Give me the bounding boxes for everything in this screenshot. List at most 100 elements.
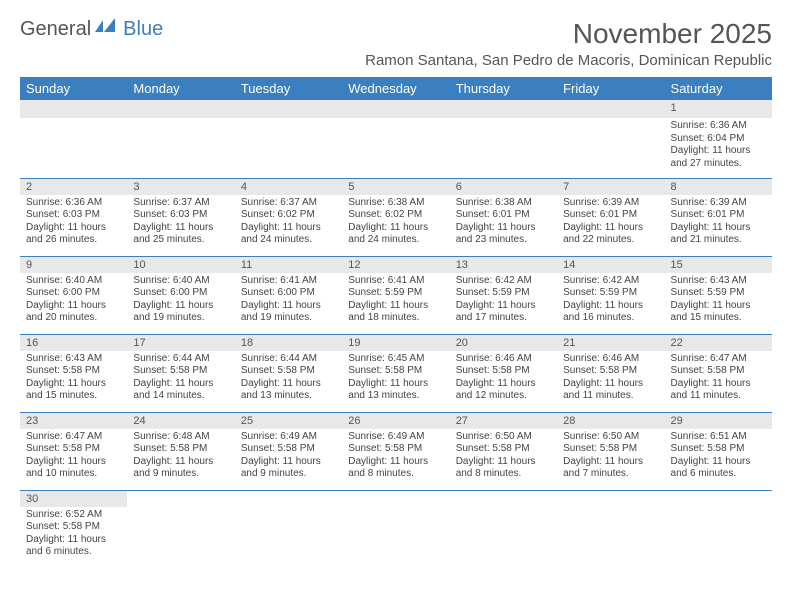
daylight-text: Daylight: 11 hours and 17 minutes.	[456, 300, 551, 325]
cell-body: Sunrise: 6:46 AMSunset: 5:58 PMDaylight:…	[557, 351, 664, 407]
daylight-text: Daylight: 11 hours and 15 minutes.	[671, 300, 766, 325]
sunrise-text: Sunrise: 6:43 AM	[671, 275, 766, 288]
calendar-cell: 6Sunrise: 6:38 AMSunset: 6:01 PMDaylight…	[450, 178, 557, 256]
day-number: 13	[450, 257, 557, 273]
sunset-text: Sunset: 5:58 PM	[456, 365, 551, 378]
daylight-text: Daylight: 11 hours and 24 minutes.	[348, 222, 443, 247]
calendar-cell	[557, 490, 664, 568]
daylight-text: Daylight: 11 hours and 11 minutes.	[671, 378, 766, 403]
calendar-cell: 21Sunrise: 6:46 AMSunset: 5:58 PMDayligh…	[557, 334, 664, 412]
day-header-row: Sunday Monday Tuesday Wednesday Thursday…	[20, 77, 772, 100]
cell-body	[557, 495, 664, 501]
day-number	[450, 100, 557, 118]
sunset-text: Sunset: 5:58 PM	[26, 365, 121, 378]
daylight-text: Daylight: 11 hours and 6 minutes.	[26, 534, 121, 559]
cell-body: Sunrise: 6:42 AMSunset: 5:59 PMDaylight:…	[557, 273, 664, 329]
sunset-text: Sunset: 6:04 PM	[671, 133, 766, 146]
daylight-text: Daylight: 11 hours and 18 minutes.	[348, 300, 443, 325]
day-number: 29	[665, 413, 772, 429]
calendar-cell: 8Sunrise: 6:39 AMSunset: 6:01 PMDaylight…	[665, 178, 772, 256]
day-header: Friday	[557, 77, 664, 100]
calendar-cell: 18Sunrise: 6:44 AMSunset: 5:58 PMDayligh…	[235, 334, 342, 412]
cell-body: Sunrise: 6:45 AMSunset: 5:58 PMDaylight:…	[342, 351, 449, 407]
cell-body	[665, 495, 772, 501]
day-number	[20, 100, 127, 118]
calendar-cell	[665, 490, 772, 568]
calendar-week-row: 30Sunrise: 6:52 AMSunset: 5:58 PMDayligh…	[20, 490, 772, 568]
cell-body: Sunrise: 6:37 AMSunset: 6:02 PMDaylight:…	[235, 195, 342, 251]
day-number: 5	[342, 179, 449, 195]
day-number: 30	[20, 491, 127, 507]
daylight-text: Daylight: 11 hours and 24 minutes.	[241, 222, 336, 247]
cell-body: Sunrise: 6:47 AMSunset: 5:58 PMDaylight:…	[665, 351, 772, 407]
sunrise-text: Sunrise: 6:41 AM	[348, 275, 443, 288]
day-number: 3	[127, 179, 234, 195]
cell-body	[557, 118, 664, 124]
calendar-cell: 23Sunrise: 6:47 AMSunset: 5:58 PMDayligh…	[20, 412, 127, 490]
day-number	[127, 100, 234, 118]
sunrise-text: Sunrise: 6:39 AM	[563, 197, 658, 210]
daylight-text: Daylight: 11 hours and 13 minutes.	[348, 378, 443, 403]
sunset-text: Sunset: 6:01 PM	[456, 209, 551, 222]
day-number	[235, 100, 342, 118]
daylight-text: Daylight: 11 hours and 26 minutes.	[26, 222, 121, 247]
calendar-week-row: 16Sunrise: 6:43 AMSunset: 5:58 PMDayligh…	[20, 334, 772, 412]
sunset-text: Sunset: 5:59 PM	[456, 287, 551, 300]
calendar-cell	[450, 100, 557, 178]
daylight-text: Daylight: 11 hours and 22 minutes.	[563, 222, 658, 247]
sunset-text: Sunset: 6:03 PM	[133, 209, 228, 222]
sunrise-text: Sunrise: 6:46 AM	[563, 353, 658, 366]
calendar-cell: 5Sunrise: 6:38 AMSunset: 6:02 PMDaylight…	[342, 178, 449, 256]
sunrise-text: Sunrise: 6:36 AM	[671, 120, 766, 133]
calendar-week-row: 9Sunrise: 6:40 AMSunset: 6:00 PMDaylight…	[20, 256, 772, 334]
calendar-cell: 4Sunrise: 6:37 AMSunset: 6:02 PMDaylight…	[235, 178, 342, 256]
daylight-text: Daylight: 11 hours and 12 minutes.	[456, 378, 551, 403]
day-number: 26	[342, 413, 449, 429]
day-number: 6	[450, 179, 557, 195]
sunrise-text: Sunrise: 6:42 AM	[563, 275, 658, 288]
sunset-text: Sunset: 6:02 PM	[348, 209, 443, 222]
day-number: 1	[665, 100, 772, 118]
cell-body: Sunrise: 6:40 AMSunset: 6:00 PMDaylight:…	[20, 273, 127, 329]
calendar-cell: 26Sunrise: 6:49 AMSunset: 5:58 PMDayligh…	[342, 412, 449, 490]
daylight-text: Daylight: 11 hours and 8 minutes.	[456, 456, 551, 481]
calendar-table: Sunday Monday Tuesday Wednesday Thursday…	[20, 77, 772, 568]
calendar-cell: 27Sunrise: 6:50 AMSunset: 5:58 PMDayligh…	[450, 412, 557, 490]
cell-body: Sunrise: 6:38 AMSunset: 6:01 PMDaylight:…	[450, 195, 557, 251]
daylight-text: Daylight: 11 hours and 21 minutes.	[671, 222, 766, 247]
daylight-text: Daylight: 11 hours and 27 minutes.	[671, 145, 766, 170]
cell-body: Sunrise: 6:44 AMSunset: 5:58 PMDaylight:…	[127, 351, 234, 407]
calendar-cell: 15Sunrise: 6:43 AMSunset: 5:59 PMDayligh…	[665, 256, 772, 334]
daylight-text: Daylight: 11 hours and 6 minutes.	[671, 456, 766, 481]
sunset-text: Sunset: 5:59 PM	[348, 287, 443, 300]
daylight-text: Daylight: 11 hours and 14 minutes.	[133, 378, 228, 403]
day-header: Wednesday	[342, 77, 449, 100]
cell-body: Sunrise: 6:51 AMSunset: 5:58 PMDaylight:…	[665, 429, 772, 485]
sunset-text: Sunset: 5:58 PM	[456, 443, 551, 456]
day-number: 18	[235, 335, 342, 351]
calendar-cell	[557, 100, 664, 178]
day-number: 17	[127, 335, 234, 351]
daylight-text: Daylight: 11 hours and 11 minutes.	[563, 378, 658, 403]
day-number: 9	[20, 257, 127, 273]
calendar-cell	[342, 490, 449, 568]
sunset-text: Sunset: 5:58 PM	[133, 443, 228, 456]
day-number: 21	[557, 335, 664, 351]
cell-body: Sunrise: 6:42 AMSunset: 5:59 PMDaylight:…	[450, 273, 557, 329]
calendar-cell	[342, 100, 449, 178]
sunset-text: Sunset: 5:59 PM	[671, 287, 766, 300]
location-subtitle: Ramon Santana, San Pedro de Macoris, Dom…	[365, 52, 772, 69]
day-number: 24	[127, 413, 234, 429]
sunrise-text: Sunrise: 6:44 AM	[241, 353, 336, 366]
day-number: 7	[557, 179, 664, 195]
sunrise-text: Sunrise: 6:46 AM	[456, 353, 551, 366]
sunrise-text: Sunrise: 6:52 AM	[26, 509, 121, 522]
calendar-cell	[127, 100, 234, 178]
sunset-text: Sunset: 6:00 PM	[26, 287, 121, 300]
cell-body: Sunrise: 6:47 AMSunset: 5:58 PMDaylight:…	[20, 429, 127, 485]
day-header: Saturday	[665, 77, 772, 100]
calendar-cell: 11Sunrise: 6:41 AMSunset: 6:00 PMDayligh…	[235, 256, 342, 334]
daylight-text: Daylight: 11 hours and 7 minutes.	[563, 456, 658, 481]
cell-body: Sunrise: 6:41 AMSunset: 6:00 PMDaylight:…	[235, 273, 342, 329]
logo-text-general: General	[20, 18, 91, 41]
